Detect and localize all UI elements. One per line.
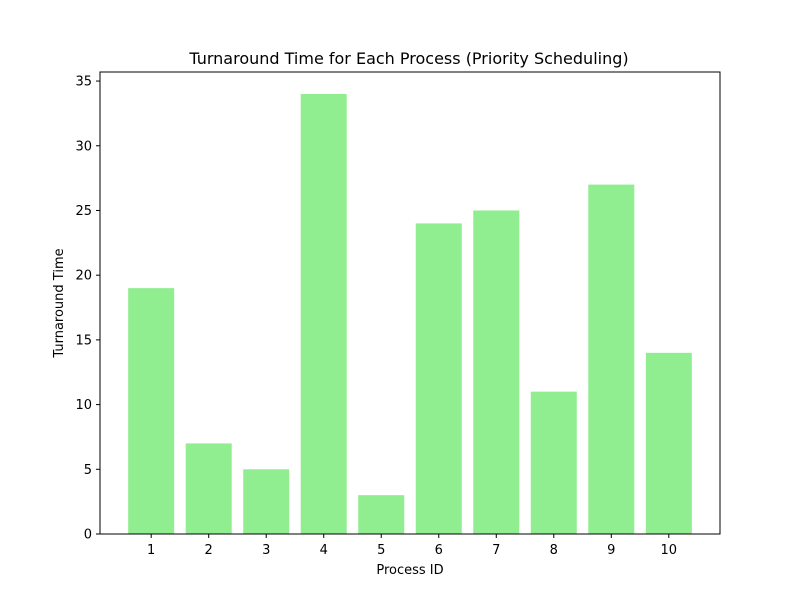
x-tick-label: 8 — [550, 543, 558, 558]
x-tick-label: 9 — [607, 543, 615, 558]
x-tick-label: 6 — [435, 543, 443, 558]
bar-process-4 — [300, 94, 347, 534]
x-tick-label: 10 — [661, 543, 678, 558]
y-tick-label: 30 — [75, 139, 92, 154]
y-tick-label: 10 — [75, 398, 92, 413]
chart-title: Turnaround Time for Each Process (Priori… — [188, 49, 628, 68]
bar-process-6 — [415, 223, 462, 534]
x-axis-label: Process ID — [376, 563, 443, 578]
y-tick-label: 20 — [75, 269, 92, 284]
x-tick-label: 2 — [205, 543, 213, 558]
bars-group — [128, 94, 692, 534]
y-tick-label: 15 — [75, 333, 92, 348]
x-tick-label: 5 — [377, 543, 385, 558]
x-tick-label: 7 — [492, 543, 500, 558]
bar-process-3 — [243, 469, 290, 534]
y-tick-label: 35 — [75, 75, 92, 90]
y-axis-label: Turnaround Time — [52, 248, 67, 358]
plot-area-frame — [99, 71, 721, 535]
bar-process-9 — [588, 184, 635, 534]
y-tick-label: 0 — [84, 528, 92, 543]
bar-process-2 — [185, 443, 232, 534]
y-axis: 0 5 10 15 20 25 30 35 — [75, 75, 100, 543]
bar-process-8 — [530, 391, 577, 534]
bar-process-1 — [128, 288, 175, 534]
x-axis: 1 2 3 4 5 6 7 8 9 10 — [147, 534, 677, 558]
bar-process-7 — [473, 210, 520, 534]
x-tick-label: 3 — [262, 543, 270, 558]
y-tick-label: 5 — [84, 463, 92, 478]
bar-process-5 — [358, 495, 405, 534]
x-tick-label: 1 — [147, 543, 155, 558]
y-tick-label: 25 — [75, 204, 92, 219]
bar-process-10 — [645, 352, 692, 534]
x-tick-label: 4 — [320, 543, 328, 558]
